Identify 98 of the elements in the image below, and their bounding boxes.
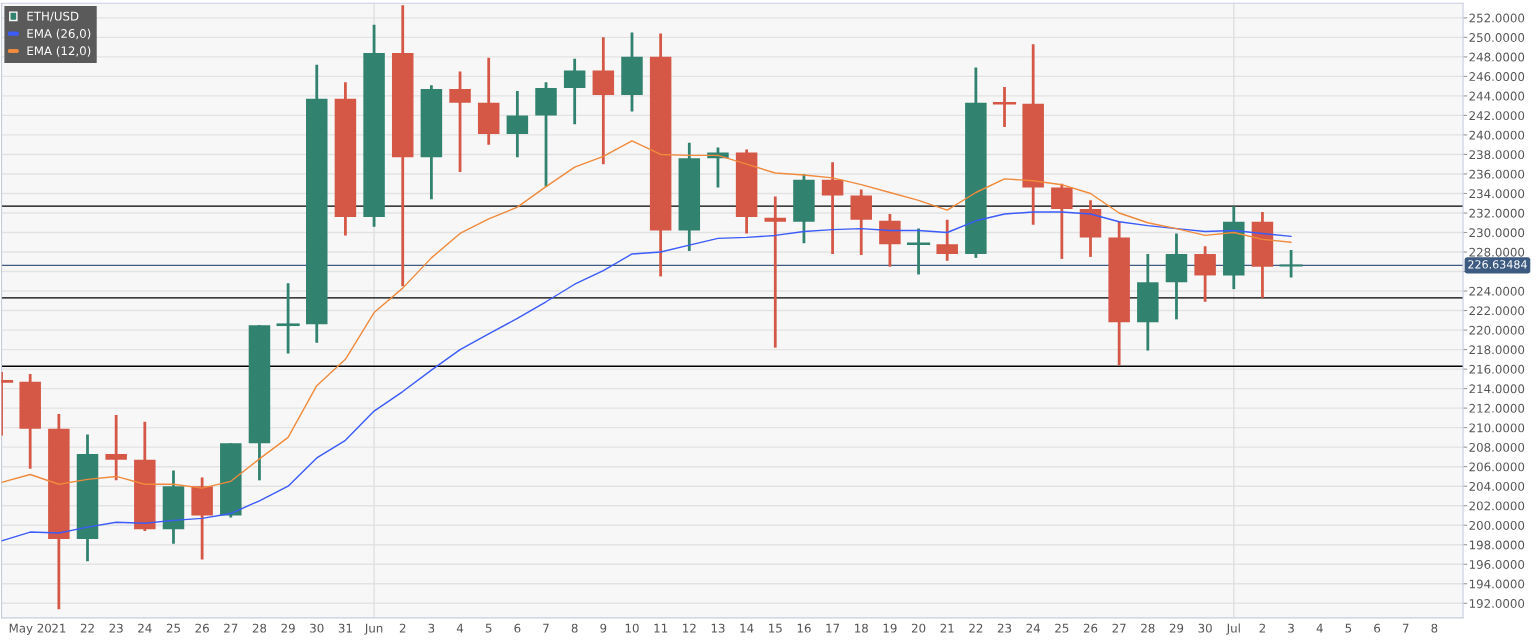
- x-tick-label: 5: [1345, 623, 1352, 633]
- x-tick-label: 10: [625, 623, 639, 633]
- y-tick-label: 200.0000: [1469, 520, 1525, 530]
- x-tick-label: 28: [252, 623, 267, 633]
- x-tick-label: 16: [797, 623, 811, 633]
- y-tick-label: 252.0000: [1469, 13, 1525, 23]
- x-tick-label: 25: [1055, 623, 1069, 633]
- y-tick-label: 196.0000: [1469, 559, 1525, 569]
- x-tick-label: Jul: [1226, 623, 1240, 635]
- line-series: [1, 140, 1292, 489]
- y-tick-label: 218.0000: [1469, 345, 1525, 355]
- x-tick-label: 3: [428, 623, 435, 633]
- x-tick-label: 18: [855, 623, 868, 633]
- x-tick-label: 29: [281, 623, 295, 633]
- y-tick-label: 220.0000: [1469, 325, 1525, 335]
- x-tick-label: 14: [740, 623, 754, 633]
- x-tick-label: May 20: [9, 623, 51, 635]
- y-tick-label: 198.0000: [1469, 540, 1525, 550]
- candlestick: [764, 195, 787, 350]
- x-tick-label: 11: [654, 623, 668, 633]
- x-tick-label: 24: [138, 623, 152, 633]
- x-tick-label: 4: [456, 623, 464, 633]
- candlestick: [276, 281, 300, 355]
- y-tick-label: 206.0000: [1469, 462, 1525, 472]
- x-tick-label: 22: [969, 623, 983, 633]
- x-tick-label: 23: [997, 623, 1012, 633]
- candlestick: [821, 160, 844, 256]
- y-tick-label: 222.0000: [1469, 306, 1525, 316]
- x-tick-label: 26: [195, 623, 209, 633]
- y-tick-label: 244.0000: [1469, 91, 1525, 101]
- x-tick-label: 5: [485, 623, 492, 633]
- x-tick-label: 6: [514, 623, 521, 633]
- candlestick: [506, 89, 529, 159]
- x-tick-label: 7: [1402, 623, 1409, 633]
- x-tick-label: 6: [1374, 623, 1381, 633]
- y-tick-label: 238.0000: [1469, 150, 1525, 160]
- candlestick: [449, 70, 471, 174]
- y-tick-label: 248.0000: [1469, 52, 1525, 62]
- y-tick-label: 204.0000: [1469, 481, 1525, 491]
- y-tick-label: 216.0000: [1469, 364, 1525, 374]
- y-tick-label: 246.0000: [1469, 72, 1525, 82]
- x-tick-label: 15: [769, 623, 782, 633]
- x-tick-label: 22: [80, 623, 94, 633]
- legend-label: ETH/USD: [27, 11, 79, 22]
- x-tick-label: 21: [52, 623, 66, 633]
- candlestick: [563, 57, 586, 126]
- y-tick-label: 202.0000: [1469, 501, 1525, 511]
- x-tick-label: 27: [224, 623, 238, 633]
- x-tick-label: 20: [911, 623, 926, 633]
- ref-line-label: 226.63484: [1468, 260, 1527, 269]
- candlestick: [1194, 244, 1216, 304]
- x-tick-label: Jun: [364, 623, 383, 635]
- x-tick-label: 2: [1259, 623, 1266, 633]
- x-tick-label: 23: [109, 623, 123, 633]
- y-tick-label: 234.0000: [1469, 189, 1525, 199]
- x-tick-label: 8: [1431, 623, 1438, 633]
- x-tick-label: 31: [338, 623, 352, 633]
- x-tick-label: 30: [1198, 623, 1212, 633]
- x-tick-label: 19: [883, 623, 897, 633]
- y-tick-label: 214.0000: [1469, 384, 1525, 394]
- x-tick-label: 8: [571, 623, 578, 633]
- line-series: [1, 211, 1292, 542]
- y-tick-label: 236.0000: [1469, 169, 1525, 179]
- x-tick-label: 24: [1026, 623, 1041, 633]
- x-tick-label: 28: [1141, 623, 1155, 633]
- y-tick-label: 228.0000: [1469, 247, 1525, 257]
- x-tick-label: 26: [1083, 623, 1098, 633]
- legend-label: EMA (26,0): [27, 28, 91, 40]
- y-tick-label: 208.0000: [1469, 442, 1525, 452]
- y-tick-label: 232.0000: [1469, 208, 1525, 218]
- x-tick-label: 21: [940, 623, 954, 633]
- y-tick-label: 230.0000: [1469, 228, 1525, 238]
- x-tick-label: 9: [600, 623, 607, 633]
- candlestick: [879, 212, 901, 269]
- candlestick: [1051, 182, 1073, 261]
- candlestick: [105, 413, 127, 482]
- y-tick-label: 240.0000: [1469, 130, 1525, 140]
- y-tick-label: 192.0000: [1469, 599, 1525, 608]
- legend-label: EMA (12,0): [27, 46, 91, 57]
- y-tick-label: 242.0000: [1469, 111, 1525, 121]
- candlestick: [1279, 248, 1303, 279]
- x-tick-label: 25: [166, 623, 180, 633]
- x-tick-label: 7: [543, 623, 549, 633]
- y-tick-label: 250.0000: [1469, 33, 1525, 43]
- y-tick-label: 212.0000: [1469, 403, 1525, 413]
- x-tick-label: 30: [310, 623, 324, 633]
- y-tick-label: 224.0000: [1469, 286, 1525, 296]
- x-tick-label: 3: [1288, 623, 1294, 633]
- y-tick-label: 194.0000: [1469, 579, 1525, 589]
- x-tick-label: 4: [1316, 623, 1323, 633]
- x-tick-label: 29: [1169, 623, 1184, 633]
- x-tick-label: 13: [711, 623, 725, 633]
- x-tick-label: 2: [399, 623, 406, 633]
- x-tick-label: 12: [683, 623, 696, 633]
- candlestick: [936, 218, 958, 263]
- x-tick-label: 17: [826, 623, 840, 633]
- y-tick-label: 210.0000: [1469, 423, 1525, 433]
- x-tick-label: 27: [1112, 623, 1126, 633]
